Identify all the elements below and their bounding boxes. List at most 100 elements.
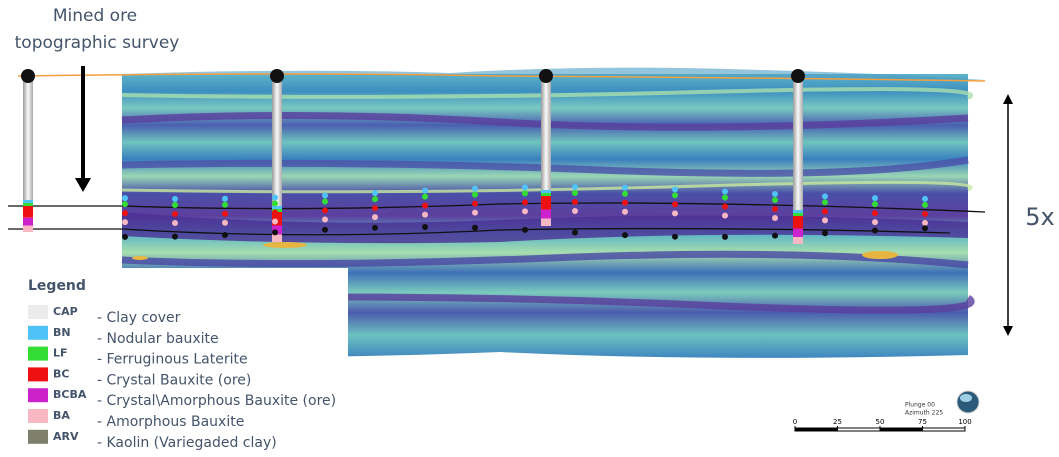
drill-holes <box>21 69 928 244</box>
legend-box <box>0 268 348 453</box>
legend-code: ARV <box>53 430 79 443</box>
drill-interval <box>272 225 282 235</box>
sample <box>522 184 528 191</box>
legend-label: - Crystal\Amorphous Bauxite (ore) <box>97 393 336 409</box>
sample <box>772 232 778 239</box>
collar <box>21 69 35 83</box>
sample <box>522 199 528 206</box>
sample <box>422 202 428 209</box>
scale-label: 100 <box>958 418 971 426</box>
sample <box>872 210 878 217</box>
sample <box>672 233 678 240</box>
legend-swatch <box>28 409 48 423</box>
drill-interval <box>541 193 551 196</box>
legend-code: BC <box>53 367 69 380</box>
sample <box>322 192 328 199</box>
sample <box>222 210 228 217</box>
legend-label: - Amorphous Bauxite <box>97 414 244 430</box>
legend-code: BN <box>53 326 71 339</box>
sample <box>472 224 478 231</box>
sample <box>772 206 778 213</box>
sample <box>122 201 128 208</box>
sample <box>772 191 778 198</box>
sample <box>672 186 678 193</box>
sample <box>672 201 678 208</box>
drill-rod <box>272 78 282 212</box>
sample <box>822 230 828 237</box>
sample <box>922 201 928 208</box>
sample <box>372 196 378 203</box>
exaggeration-label: 5x <box>1025 203 1054 231</box>
sample <box>922 219 928 226</box>
drill-interval <box>23 203 33 206</box>
sample <box>422 224 428 231</box>
top-ore-line <box>8 202 986 213</box>
legend-label: - Ferruginous Laterite <box>97 352 248 368</box>
sample <box>572 229 578 236</box>
sample <box>822 208 828 215</box>
sample <box>272 194 278 201</box>
sample <box>572 184 578 191</box>
sample <box>872 195 878 202</box>
legend-swatch <box>28 367 48 382</box>
legend-swatch <box>28 388 48 403</box>
sample <box>922 195 928 202</box>
sample <box>872 227 878 234</box>
sample <box>822 199 828 206</box>
sample <box>772 215 778 222</box>
sample <box>722 212 728 219</box>
scale-label: 50 <box>876 418 885 426</box>
sample <box>122 210 128 217</box>
legend-label: - Clay cover <box>97 310 181 326</box>
scale-label: 25 <box>833 418 842 426</box>
legend-label: - Nodular bauxite <box>97 331 219 347</box>
drill-interval <box>541 209 551 219</box>
drill-interval <box>541 218 551 226</box>
sample <box>472 191 478 198</box>
sample <box>622 190 628 197</box>
sample <box>372 190 378 197</box>
sample <box>472 200 478 207</box>
drill-rod <box>793 78 803 216</box>
sample <box>522 190 528 197</box>
legend-code: BA <box>53 409 70 422</box>
sample <box>172 195 178 202</box>
sample <box>172 233 178 240</box>
drill-rod <box>23 78 33 206</box>
scale-bar: 0 25 50 75 100 <box>793 418 972 432</box>
sample <box>872 201 878 208</box>
scale-bar-block <box>880 428 923 431</box>
sample <box>122 195 128 202</box>
sample <box>122 233 128 240</box>
drill-interval <box>23 217 33 226</box>
sample <box>322 207 328 214</box>
sample <box>172 201 178 208</box>
sample <box>722 188 728 195</box>
sample <box>372 205 378 212</box>
sample <box>572 199 578 206</box>
drill-interval <box>793 237 803 244</box>
sample <box>222 201 228 208</box>
sample <box>272 218 278 225</box>
drill-interval <box>23 206 33 218</box>
sample <box>222 231 228 238</box>
sample <box>172 210 178 217</box>
sample <box>472 185 478 192</box>
sample <box>422 187 428 194</box>
drill-interval <box>793 210 803 213</box>
scale-label: 75 <box>918 418 927 426</box>
drill-interval <box>793 228 803 237</box>
collar <box>270 69 284 83</box>
drill-interval <box>541 196 551 210</box>
sample <box>372 214 378 221</box>
sample <box>422 211 428 218</box>
sample <box>522 226 528 233</box>
sample <box>922 225 928 232</box>
sample <box>322 216 328 223</box>
azimuth: Azimuth 225 <box>905 410 943 417</box>
sample <box>672 210 678 217</box>
legend-swatch <box>28 429 48 444</box>
sample <box>272 229 278 236</box>
topo-line <box>17 73 986 82</box>
